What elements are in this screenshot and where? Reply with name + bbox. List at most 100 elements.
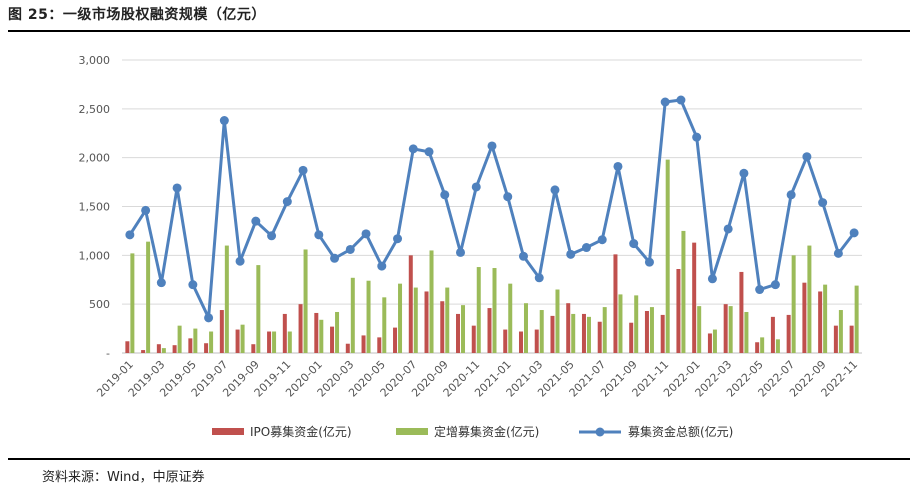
total-point: [267, 231, 277, 241]
placement-bar: [319, 319, 324, 353]
ipo-bar: [156, 344, 161, 353]
total-point: [251, 216, 261, 226]
total-point: [707, 274, 717, 284]
ipo-bar: [282, 313, 287, 353]
y-tick-label: 1,500: [79, 201, 111, 214]
total-point: [424, 147, 434, 157]
y-tick-label: 1,000: [79, 249, 111, 262]
ipo-bar: [534, 329, 539, 353]
total-point: [550, 185, 560, 195]
ipo-bar: [361, 335, 366, 353]
placement-bar: [335, 311, 340, 353]
ipo-bar: [440, 301, 445, 353]
total-point: [204, 313, 214, 323]
placement-bar: [366, 280, 371, 353]
total-point: [487, 141, 497, 151]
source-note: 资料来源：Wind，中原证券: [42, 470, 205, 485]
ipo-bar: [204, 343, 209, 353]
ipo-bar: [818, 291, 823, 353]
total-point: [141, 205, 151, 215]
total-point: [377, 261, 387, 271]
ipo-bar: [692, 242, 697, 353]
placement-bar: [854, 285, 859, 353]
total-point: [235, 256, 245, 266]
placement-bar: [665, 159, 670, 353]
ipo-bar: [550, 315, 555, 353]
ipo-bar: [424, 291, 429, 353]
bottom-rule: [8, 458, 910, 460]
ipo-bar: [487, 308, 492, 353]
ipo-bar: [377, 337, 382, 353]
ipo-bar: [644, 311, 649, 353]
ipo-bar: [723, 304, 728, 353]
ipo-bar: [833, 325, 838, 353]
placement-bar: [838, 310, 843, 353]
ipo-bar: [660, 314, 665, 353]
placement-bar: [791, 255, 796, 353]
total-point: [770, 280, 780, 290]
ipo-bar: [739, 271, 744, 353]
ipo-bar: [802, 282, 807, 353]
placement-bar: [445, 287, 450, 353]
placement-bar: [775, 339, 780, 353]
legend-total-marker: [595, 427, 605, 437]
placement-bar: [539, 310, 544, 353]
placement-bar: [146, 241, 151, 353]
placement-bar: [807, 245, 812, 353]
placement-bar: [760, 337, 765, 353]
placement-bar: [681, 230, 686, 353]
total-point: [534, 273, 544, 283]
total-point: [802, 152, 812, 162]
ipo-bar: [235, 329, 240, 353]
placement-bar: [461, 305, 466, 353]
placement-bar: [287, 331, 292, 353]
total-point: [282, 197, 292, 207]
total-point: [644, 257, 654, 267]
total-point: [723, 224, 733, 234]
placement-bar: [634, 295, 639, 353]
total-point: [408, 144, 418, 154]
ipo-bar: [298, 304, 303, 353]
ipo-bar: [219, 310, 224, 353]
ipo-bar: [581, 313, 586, 353]
total-point: [692, 132, 702, 142]
chart-title: 图 25：一级市场股权融资规模（亿元）: [8, 7, 266, 23]
placement-bar: [586, 316, 591, 353]
ipo-bar: [613, 254, 618, 353]
total-point: [188, 280, 198, 290]
ipo-bar: [849, 325, 854, 353]
placement-bar: [350, 277, 355, 353]
legend-ipo-swatch: [212, 428, 244, 435]
ipo-bar: [786, 314, 791, 353]
total-line: [128, 98, 856, 320]
total-point: [739, 168, 749, 178]
total-point: [298, 165, 308, 175]
ipo-bar: [566, 303, 571, 353]
placement-bar: [161, 348, 166, 353]
total-point: [393, 234, 403, 244]
total-point: [156, 278, 166, 288]
ipo-bar: [125, 341, 130, 353]
ipo-bar: [456, 313, 461, 353]
ipo-bar: [141, 350, 146, 353]
total-point: [818, 198, 828, 208]
ipo-bar: [393, 327, 398, 353]
placement-bar: [712, 329, 717, 353]
ipo-bar: [408, 255, 413, 353]
placement-bar: [571, 313, 576, 353]
total-point: [125, 230, 135, 240]
placement-bar: [744, 311, 749, 353]
placement-bar: [697, 306, 702, 353]
placement-bar: [492, 268, 497, 353]
placement-bar: [177, 325, 182, 353]
placement-bar: [130, 253, 135, 353]
placement-bar: [618, 294, 623, 353]
placement-bar: [602, 307, 607, 353]
total-point: [440, 190, 450, 200]
placement-bar: [555, 289, 560, 353]
total-point: [833, 248, 843, 258]
total-point: [676, 95, 686, 105]
total-point: [613, 161, 623, 171]
ipo-bar: [345, 343, 350, 353]
total-point: [597, 235, 607, 245]
